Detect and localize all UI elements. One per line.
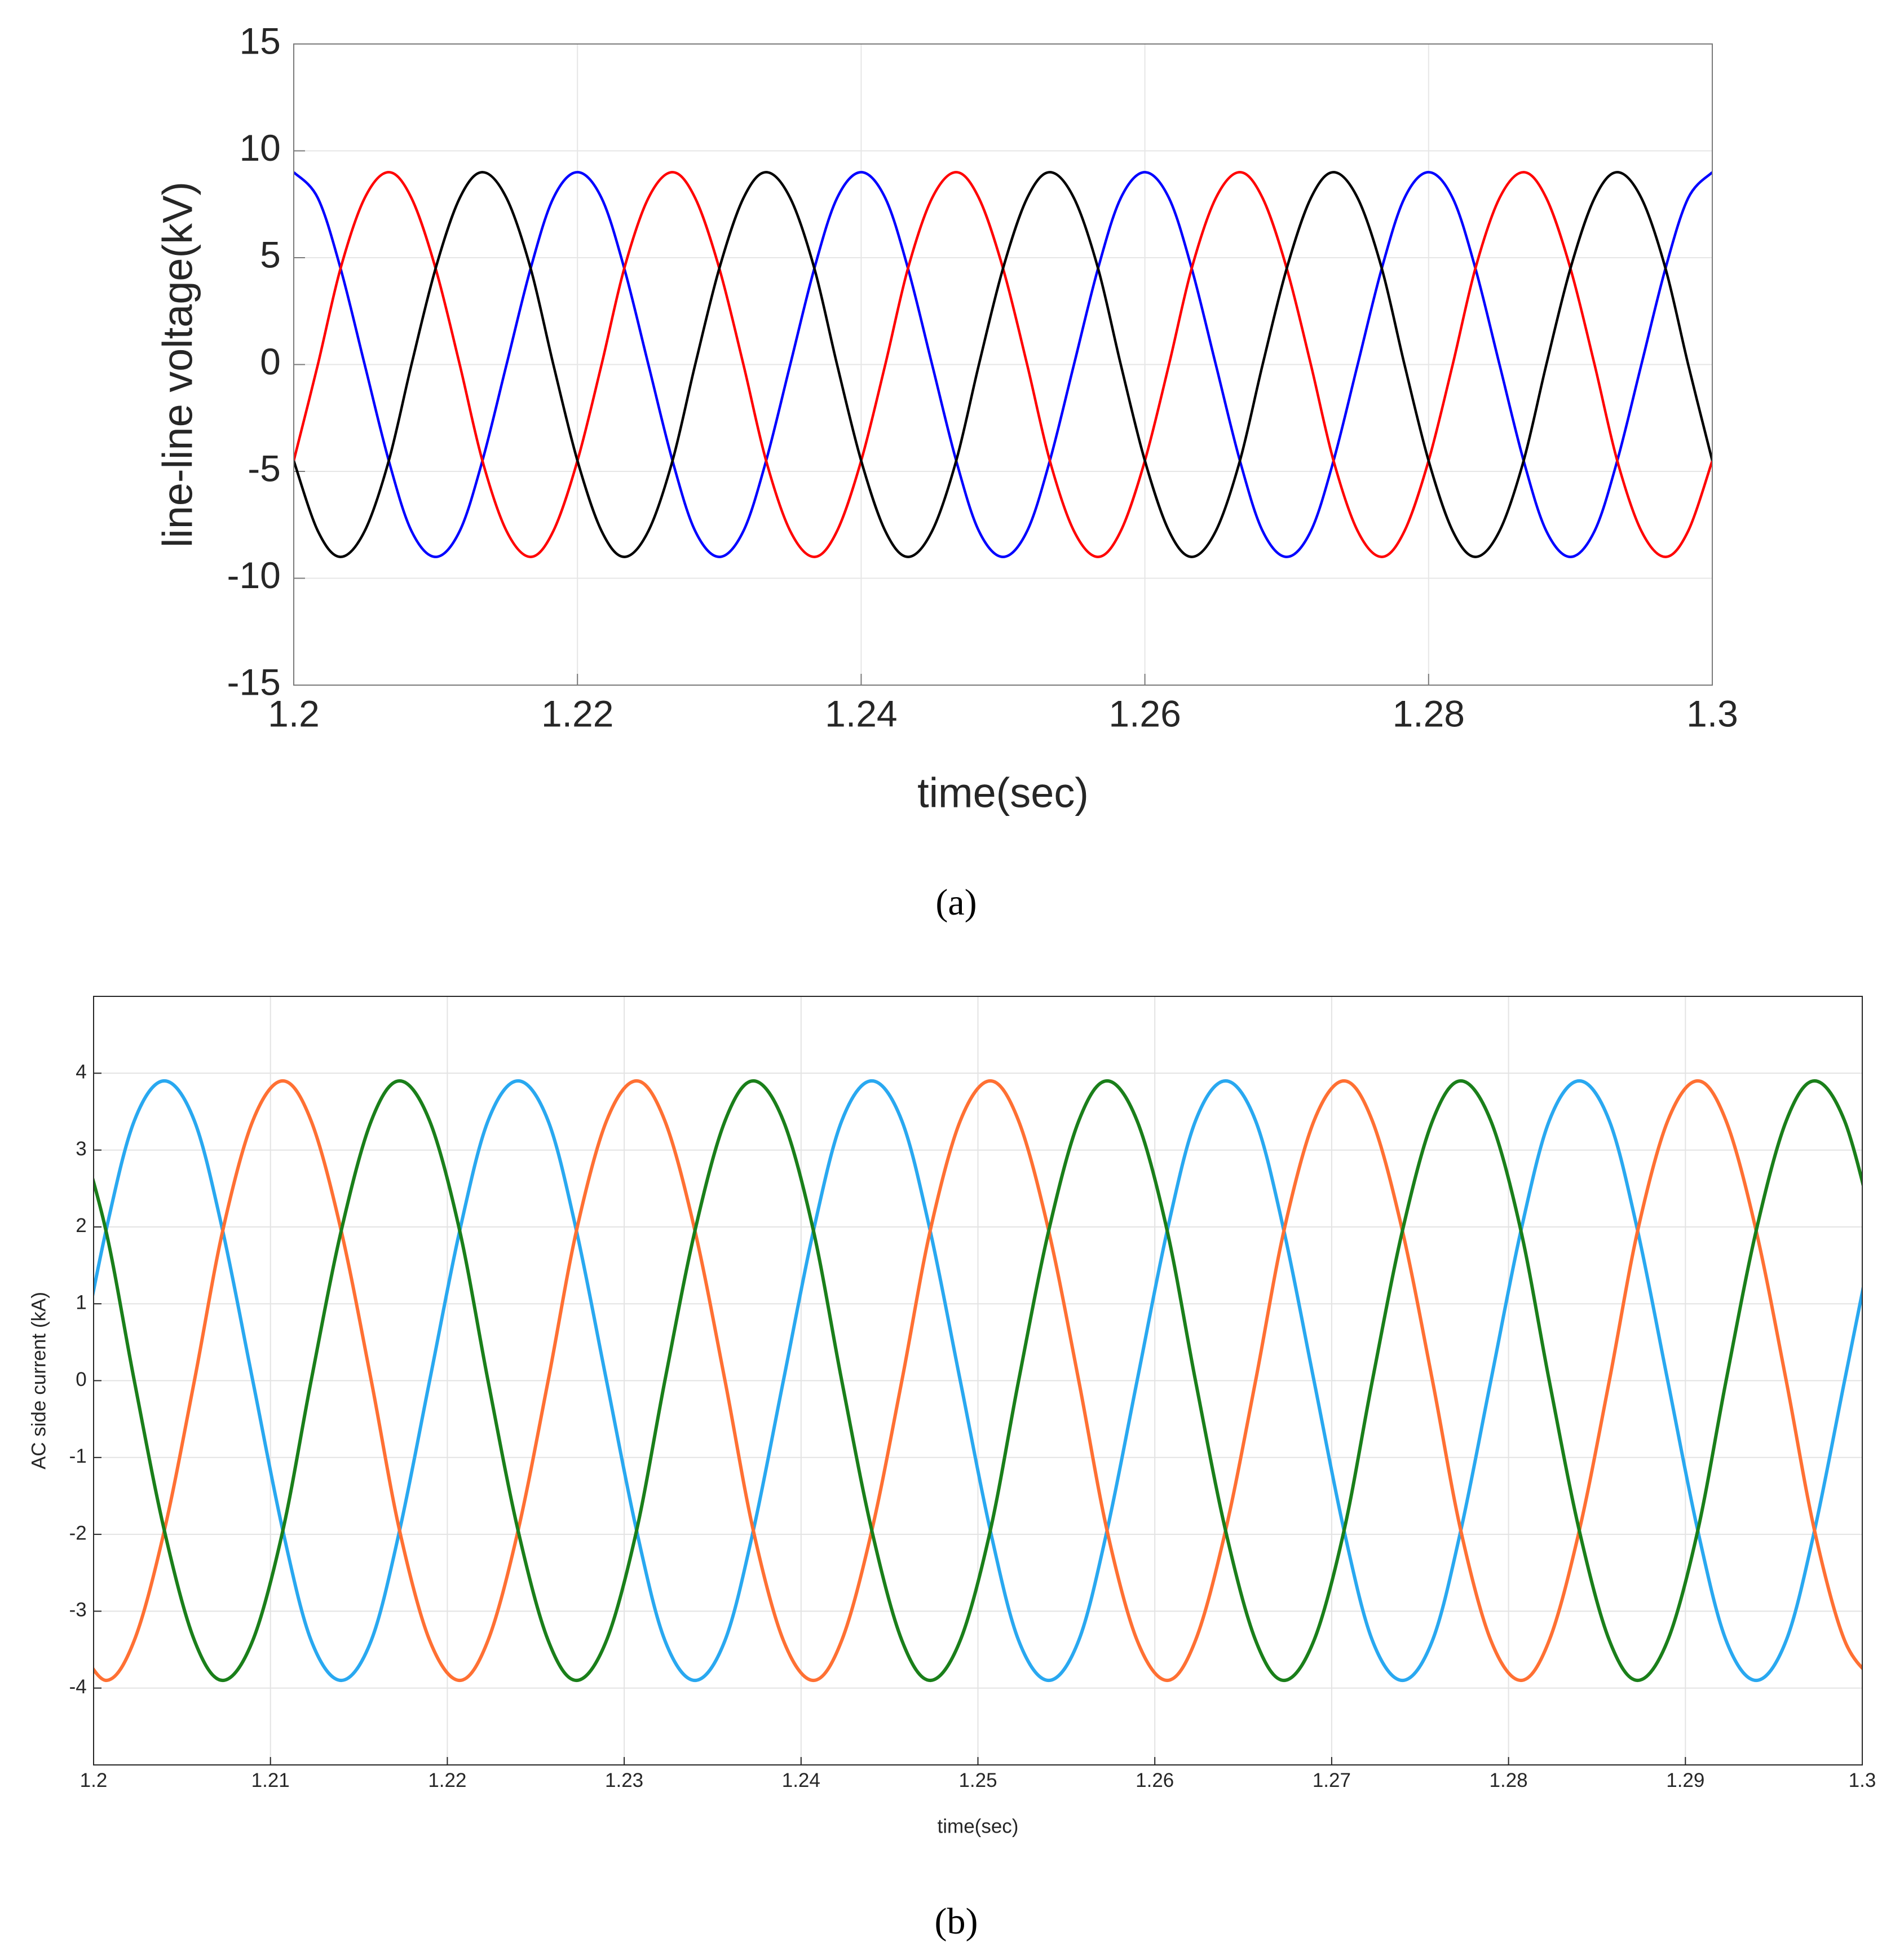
y-tick-label: 4 [76,1061,86,1083]
x-tick-label: 1.27 [1313,1769,1351,1791]
x-axis-label: time(sec) [938,1815,1019,1837]
y-tick-label: -10 [227,554,281,596]
y-tick-label: -3 [69,1599,87,1621]
y-tick-label: 1 [76,1291,86,1313]
y-axis-label: line-line voltage(kV) [154,182,201,548]
y-tick-label: -1 [69,1445,87,1467]
y-tick-label: 0 [260,341,281,382]
y-tick-label: 10 [239,127,280,169]
x-tick-label: 1.29 [1666,1769,1704,1791]
x-tick-label: 1.2 [268,693,320,735]
x-tick-label: 1.26 [1136,1769,1174,1791]
x-tick-label: 1.3 [1849,1769,1876,1791]
x-tick-label: 1.3 [1686,693,1738,735]
y-tick-label: -2 [69,1522,87,1544]
x-tick-label: 1.26 [1108,693,1181,735]
x-tick-label: 1.22 [541,693,613,735]
x-axis-label: time(sec) [917,770,1089,816]
series-line [294,171,1712,558]
chart: 1.2 1.22 1.24 1.26 1.28 1.3 -15 -10 -5 0 5 10 15 time… [154,20,1738,923]
x-tick-label: 1.28 [1490,1769,1528,1791]
x-tick-label: 1.22 [428,1769,466,1791]
y-tick-label: -4 [69,1676,87,1698]
x-tick-label: 1.2 [80,1769,108,1791]
y-tick-label: 5 [260,233,281,275]
y-axis-label: AC side current (kA) [28,1292,50,1469]
x-tick-label: 1.24 [782,1769,820,1791]
y-tick-label: 3 [76,1138,86,1160]
caption: (a) [935,882,977,923]
axes-box [93,996,1863,1765]
series-line [294,171,1712,558]
y-tick-label: -5 [248,447,281,489]
x-tick-label: 1.21 [251,1769,290,1791]
x-tick-label: 1.28 [1393,693,1465,735]
series-line [94,1079,1862,1683]
y-tick-label: -15 [227,661,281,703]
chart: 1.2 1.21 1.22 1.23 1.24 1.25 1.26 1.27 1.28 1.29 1… [28,996,1876,1942]
x-tick-label: 1.24 [825,693,897,735]
axes-box [293,43,1713,686]
y-tick-label: 15 [239,20,280,61]
x-tick-label: 1.23 [605,1769,643,1791]
y-tick-label: 2 [76,1215,86,1237]
series-group [94,1079,1862,1683]
x-tick-label: 1.25 [958,1769,997,1791]
y-tick-label: 0 [76,1369,86,1391]
series-line [94,1079,1862,1683]
series-group [294,171,1712,558]
caption: (b) [935,1901,978,1942]
